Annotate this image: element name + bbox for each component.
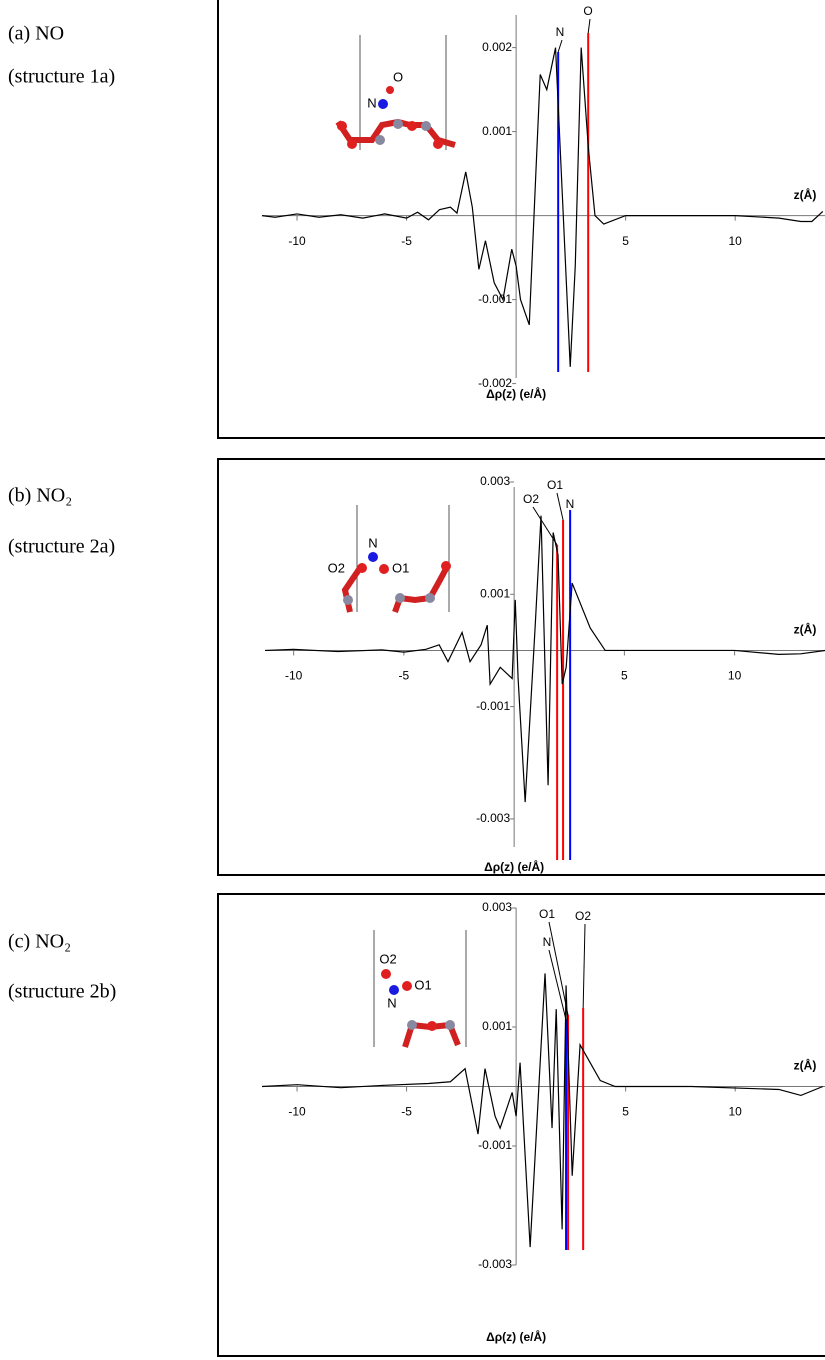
inset-atom — [381, 969, 391, 979]
inset-structure: N O2 O1 — [328, 505, 451, 612]
panel-title: (a) NO — [8, 23, 64, 45]
y-axis-title: Δρ(z) (e/Å) — [486, 386, 546, 401]
x-tick-label: 5 — [622, 1105, 629, 1119]
atom-label: N — [566, 497, 575, 511]
atom-label: O1 — [547, 478, 563, 492]
y-tick-label: 0.003 — [480, 474, 510, 488]
data-line — [265, 516, 825, 802]
data-line — [262, 48, 823, 367]
x-tick-label: -10 — [288, 1105, 306, 1119]
y-axis-title: Δρ(z) (e/Å) — [486, 1329, 546, 1344]
inset-label: N — [387, 995, 396, 1010]
y-tick-label: -0.001 — [478, 292, 512, 306]
inset-atom — [402, 981, 412, 991]
inset-atom — [357, 563, 367, 573]
label-leader — [549, 950, 566, 1020]
x-tick-label: -5 — [399, 669, 410, 683]
panel-subtitle: (structure 1a) — [8, 66, 115, 88]
y-axis-title: Δρ(z) (e/Å) — [484, 859, 544, 874]
inset-atom — [389, 985, 399, 995]
y-tick-label: -0.003 — [478, 1257, 512, 1271]
atom-label: N — [556, 25, 565, 39]
inset-atom — [343, 595, 353, 605]
x-tick-label: 10 — [729, 1105, 743, 1119]
x-axis-title: z(Å) — [794, 187, 817, 202]
inset-label: O2 — [328, 560, 345, 575]
label-leader — [549, 922, 568, 1015]
inset-label: O2 — [379, 951, 396, 966]
inset-label: N — [367, 95, 376, 110]
x-tick-label: -5 — [401, 1105, 412, 1119]
inset-atom — [368, 552, 378, 562]
inset-label: O1 — [414, 977, 431, 992]
inset-bond — [345, 568, 360, 612]
inset-atom — [379, 564, 389, 574]
panel-subtitle: (structure 2a) — [8, 536, 115, 558]
x-tick-label: -5 — [401, 234, 412, 248]
x-axis-title: z(Å) — [794, 622, 817, 637]
x-axis-title: z(Å) — [794, 1058, 817, 1073]
label-leader — [583, 924, 585, 1008]
inset-atom — [395, 593, 405, 603]
panel-frame — [218, 459, 825, 875]
label-leader — [557, 493, 563, 520]
atom-label: O2 — [575, 909, 591, 923]
inset-atom — [378, 99, 388, 109]
y-tick-label: -0.003 — [476, 811, 510, 825]
x-tick-label: 5 — [622, 234, 629, 248]
y-tick-label: -0.001 — [476, 699, 510, 713]
x-tick-label: 10 — [728, 669, 742, 683]
y-tick-label: 0.001 — [482, 124, 512, 138]
label-leader — [588, 19, 590, 33]
inset-atom — [445, 1020, 455, 1030]
inset-atom — [386, 86, 394, 94]
y-tick-label: 0.001 — [480, 586, 510, 600]
label-leader — [558, 40, 562, 52]
x-tick-label: -10 — [285, 669, 303, 683]
panel-frame — [218, 894, 825, 1356]
inset-atom — [425, 593, 435, 603]
inset-atom — [347, 139, 357, 149]
y-tick-label: 0.002 — [482, 40, 512, 54]
inset-atom — [427, 1021, 437, 1031]
panel-title: (b) NO₂ — [8, 485, 72, 507]
x-tick-label: 10 — [729, 234, 743, 248]
inset-label: O1 — [392, 560, 409, 575]
inset-atom — [441, 561, 451, 571]
inset-label: O — [393, 69, 403, 84]
x-tick-label: 5 — [621, 669, 628, 683]
y-tick-label: -0.001 — [478, 1138, 512, 1152]
y-tick-label: 0.003 — [482, 900, 512, 914]
inset-label: N — [368, 535, 377, 550]
x-tick-label: -10 — [288, 234, 306, 248]
inset-atom — [337, 121, 347, 131]
panel-frame — [218, 0, 825, 438]
inset-atom — [433, 139, 443, 149]
inset-atom — [407, 1020, 417, 1030]
inset-structure: N O — [337, 35, 455, 150]
inset-atom — [421, 121, 431, 131]
inset-atom — [407, 121, 417, 131]
atom-label: O — [583, 4, 592, 18]
panel-title: (c) NO₂ — [8, 931, 71, 953]
y-tick-label: 0.001 — [482, 1019, 512, 1033]
figure: N O N O2 O1 O2 O1 N (a) NO (structure 1a)… — [0, 0, 825, 1360]
atom-label: O2 — [523, 492, 539, 506]
inset-atom — [393, 119, 403, 129]
inset-atom — [375, 135, 385, 145]
panel-subtitle: (structure 2b) — [8, 981, 116, 1003]
inset-structure: O2 O1 N — [374, 930, 466, 1047]
atom-label: O1 — [539, 907, 555, 921]
atom-label: N — [543, 935, 552, 949]
